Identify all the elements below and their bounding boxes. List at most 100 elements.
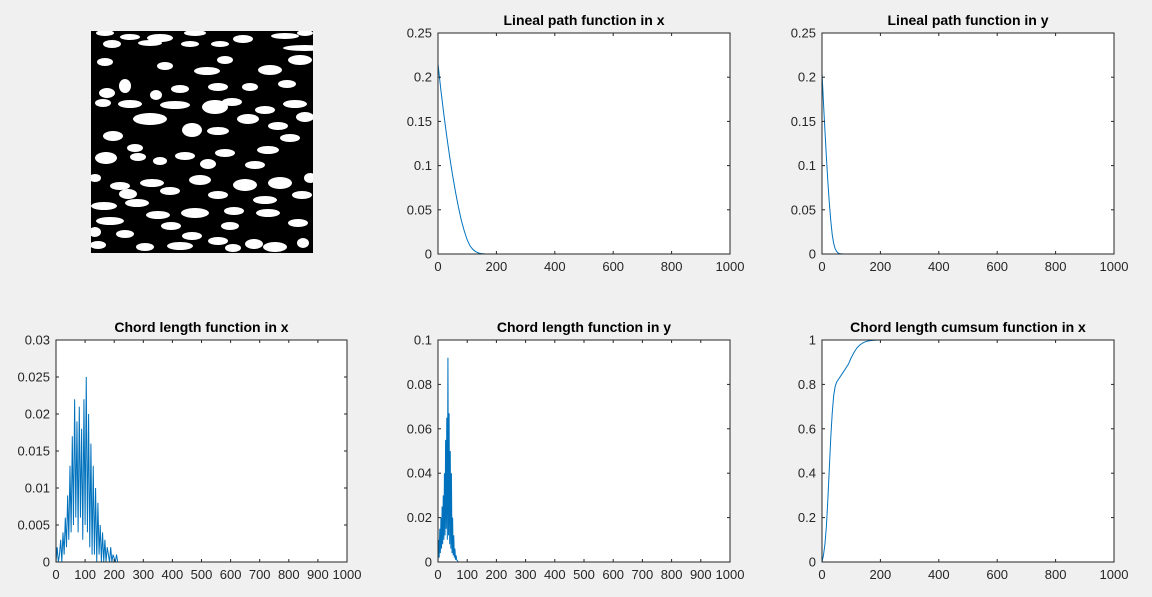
plot-area — [438, 33, 730, 254]
x-tick-label: 1000 — [333, 567, 362, 582]
plot-area — [56, 340, 347, 562]
inclusion-ellipse — [283, 100, 307, 108]
chart-title: Lineal path function in y — [888, 12, 1049, 28]
inclusion-ellipse — [91, 227, 101, 237]
inclusion-ellipse — [182, 123, 202, 137]
y-tick-label: 0.25 — [407, 26, 432, 41]
x-tick-label: 500 — [573, 567, 595, 582]
image-background — [91, 31, 313, 253]
charts-group: Lineal path function in x0 200 400 600 800 10… — [17, 12, 1128, 582]
inclusion-ellipse — [147, 34, 173, 42]
inclusion-ellipse — [130, 153, 146, 161]
x-tick-label: 800 — [1045, 259, 1067, 274]
y-tick-label: 0.25 — [791, 26, 816, 41]
y-tick-label: 0.1 — [414, 333, 432, 348]
x-tick-label: 400 — [162, 567, 184, 582]
x-tick-label: 200 — [103, 567, 125, 582]
inclusion-ellipse — [217, 56, 233, 64]
inclusion-ellipse — [233, 179, 257, 191]
y-tick-label: 0.03 — [25, 333, 50, 348]
x-tick-label: 600 — [602, 567, 624, 582]
inclusion-ellipse — [255, 106, 275, 114]
inclusion-ellipse — [125, 199, 149, 207]
y-tick-label: 0.15 — [407, 114, 432, 129]
inclusion-ellipse — [110, 182, 130, 190]
y-tick-label: 0.1 — [414, 158, 432, 173]
inclusion-ellipse — [96, 31, 114, 36]
x-tick-label: 700 — [249, 567, 271, 582]
y-tick-label: 0.04 — [407, 466, 432, 481]
inclusion-ellipse — [127, 144, 143, 152]
y-tick-label: 0.02 — [25, 407, 50, 422]
x-tick-label: 200 — [486, 567, 508, 582]
inclusion-ellipse — [91, 241, 106, 249]
inclusion-ellipse — [222, 98, 242, 106]
x-tick-label: 0 — [818, 259, 825, 274]
axes-box — [821, 32, 1115, 255]
inclusion-ellipse — [256, 209, 280, 217]
inclusion-ellipse — [181, 208, 209, 218]
y-tick-label: 0 — [425, 247, 432, 262]
y-tick-label: 0 — [425, 555, 432, 570]
x-tick-label: 300 — [515, 567, 537, 582]
inclusion-ellipse — [296, 112, 313, 122]
chart-2: Lineal path function in y 0 200 400 600 800 10… — [791, 12, 1129, 274]
inclusion-ellipse — [245, 239, 263, 249]
inclusion-ellipse — [304, 173, 313, 183]
x-tick-label: 800 — [278, 567, 300, 582]
x-tick-label: 800 — [661, 567, 683, 582]
inclusion-ellipse — [119, 189, 137, 199]
inclusion-ellipse — [140, 179, 164, 187]
y-tick-label: 0.4 — [798, 466, 816, 481]
inclusion-ellipse — [257, 146, 279, 154]
x-tick-label: 600 — [986, 259, 1008, 274]
y-tick-label: 0.06 — [407, 421, 432, 436]
x-tick-label: 0 — [434, 567, 441, 582]
x-tick-label: 900 — [307, 567, 329, 582]
inclusion-ellipse — [288, 219, 308, 227]
inclusion-ellipse — [119, 79, 131, 93]
inclusion-ellipse — [245, 161, 265, 169]
inclusion-ellipse — [280, 134, 300, 142]
chart-title: Chord length cumsum function in x — [850, 319, 1086, 335]
x-tick-label: 0 — [434, 259, 441, 274]
inclusion-ellipse — [297, 31, 313, 36]
x-tick-label: 300 — [132, 567, 154, 582]
y-tick-label: 0.1 — [798, 158, 816, 173]
series-line-1 — [438, 357, 730, 562]
inclusion-ellipse — [288, 55, 312, 65]
x-tick-label: 1000 — [716, 259, 745, 274]
y-tick-label: 0.08 — [407, 377, 432, 392]
inclusion-ellipse — [215, 149, 235, 157]
inclusion-ellipse — [253, 196, 277, 204]
x-tick-label: 200 — [486, 259, 508, 274]
inclusion-ellipse — [268, 122, 288, 130]
inclusion-ellipse — [96, 217, 124, 225]
chart-5: Chord length cumsum function in x 0 200 400… — [798, 319, 1129, 582]
y-tick-label: 0.05 — [407, 202, 432, 217]
x-tick-label: 1000 — [1100, 567, 1129, 582]
inclusion-ellipse — [207, 127, 229, 135]
y-tick-label: 0.005 — [17, 518, 50, 533]
inclusion-ellipse — [263, 242, 287, 252]
chart-3: Chord length function in x 0 100 200 300 400 5… — [17, 319, 361, 582]
inclusion-ellipse — [224, 207, 244, 215]
x-tick-label: 0 — [818, 567, 825, 582]
y-tick-label: 1 — [809, 333, 816, 348]
inclusion-ellipse — [95, 152, 117, 164]
inclusion-ellipse — [292, 191, 312, 199]
inclusion-ellipse — [91, 202, 117, 210]
inclusion-ellipse — [184, 31, 206, 36]
x-tick-label: 600 — [602, 259, 624, 274]
series-line-1 — [56, 376, 347, 562]
inclusion-ellipse — [202, 100, 228, 114]
y-tick-label: 0.2 — [798, 510, 816, 525]
x-tick-label: 400 — [544, 567, 566, 582]
inclusion-ellipse — [297, 238, 309, 248]
x-tick-label: 800 — [1045, 567, 1067, 582]
inclusion-ellipse — [171, 85, 189, 93]
inclusion-ellipse — [242, 83, 258, 91]
y-tick-label: 0.02 — [407, 510, 432, 525]
inclusion-ellipse — [118, 100, 142, 108]
microstructure-image — [91, 31, 313, 253]
